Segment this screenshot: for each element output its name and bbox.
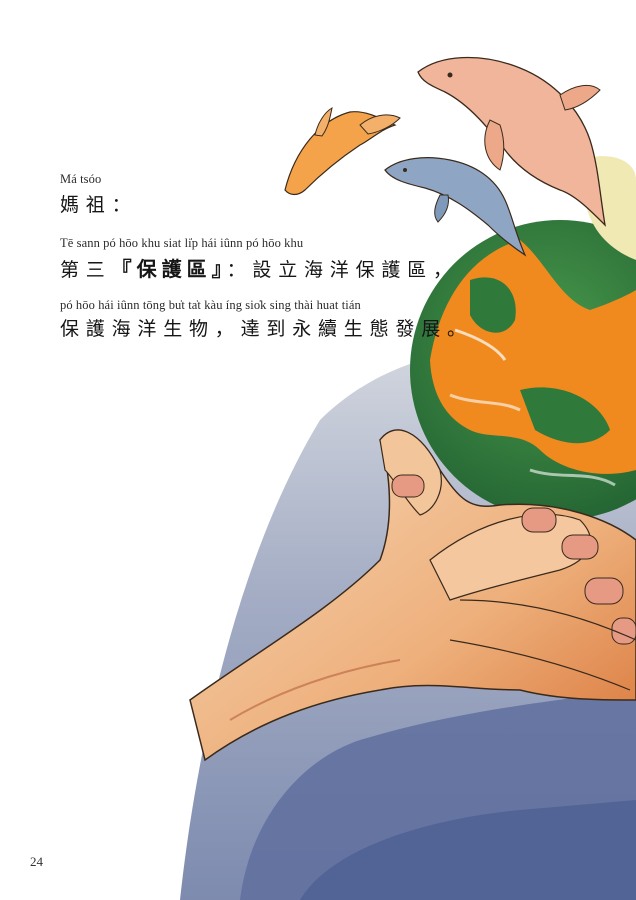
line1-prefix: 第三 [60, 259, 112, 281]
line1-suffix: ：設立海洋保護區， [226, 259, 459, 281]
dolphin-blue [384, 157, 527, 257]
line1-romanization: Tē sann pó hōo khu siat li̍p hái iûnn pó… [60, 236, 304, 250]
dolphin-orange [284, 107, 401, 196]
speaker-romanization: Má tsóo [60, 172, 102, 186]
line2-romanization: pó hōo hái iûnn tōng bu̍t ta̍t kàu íng s… [60, 298, 361, 312]
line1-text: 第三『保護區』：設立海洋保護區， [60, 253, 459, 282]
hand [189, 429, 636, 762]
speaker-name: 媽祖： [60, 194, 138, 216]
line2-text: 保護海洋生物，達到永續生態發展。 [60, 318, 473, 340]
page-number: 24 [30, 854, 43, 869]
dolphin-pink [417, 56, 606, 227]
line1-emphasis: 『保護區』 [111, 257, 227, 281]
